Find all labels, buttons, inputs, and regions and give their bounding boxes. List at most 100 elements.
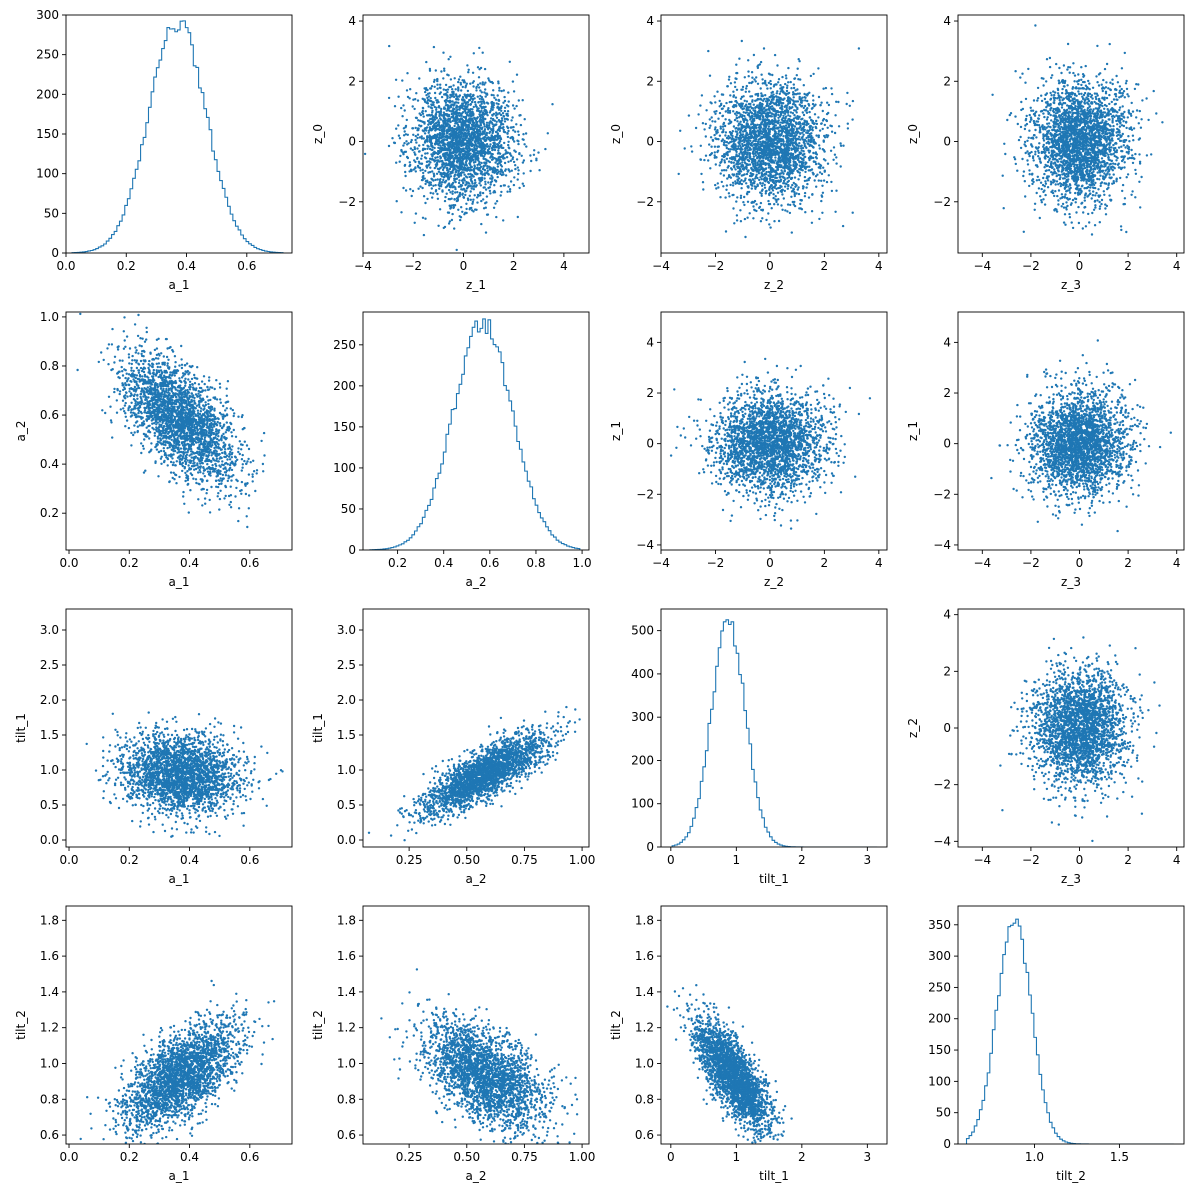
scatter-point	[434, 96, 437, 100]
scatter-point	[751, 157, 754, 161]
scatter-point	[457, 126, 461, 130]
scatter-point	[454, 178, 457, 181]
scatter-point	[494, 170, 497, 173]
scatter-point	[733, 118, 737, 122]
scatter-point	[848, 104, 851, 108]
scatter-point	[447, 182, 451, 185]
scatter-point	[495, 120, 498, 124]
scatter-point	[713, 156, 716, 159]
scatter-point	[446, 164, 449, 167]
scatter-point	[805, 123, 808, 127]
scatter-point	[432, 45, 436, 49]
scatter-point	[750, 133, 753, 137]
scatter-point	[800, 160, 803, 164]
scatter-point	[796, 158, 800, 162]
scatter-point	[714, 101, 717, 104]
scatter-point	[398, 160, 401, 163]
scatter-point	[437, 110, 440, 114]
scatter-point	[498, 89, 501, 92]
scatter-point	[401, 79, 404, 82]
scatter-point	[487, 77, 490, 80]
scatter-point	[722, 174, 726, 177]
scatter-point	[443, 69, 446, 73]
scatter-point	[777, 78, 781, 81]
scatter-point	[512, 160, 516, 164]
scatter-point	[765, 84, 768, 87]
scatter-point	[820, 122, 823, 125]
scatter-point	[752, 146, 755, 149]
scatter-point	[809, 157, 813, 160]
scatter-point	[418, 144, 421, 147]
scatter-point	[408, 170, 411, 173]
scatter-point	[775, 187, 778, 190]
scatter-point	[708, 143, 711, 146]
scatter-point	[433, 146, 436, 150]
scatter-point	[458, 168, 461, 171]
scatter-point	[488, 160, 491, 164]
scatter-point	[508, 152, 512, 155]
scatter-point	[452, 135, 455, 138]
scatter-point	[486, 149, 490, 152]
scatter-point	[501, 155, 504, 159]
scatter-point	[449, 152, 452, 155]
scatter-point	[491, 113, 494, 117]
scatter-point	[520, 154, 523, 157]
scatter-point	[467, 184, 470, 188]
scatter-point	[784, 104, 787, 107]
scatter-point	[818, 144, 821, 147]
scatter-point	[749, 117, 752, 120]
scatter-point	[489, 192, 492, 195]
scatter-point	[792, 99, 795, 102]
scatter-point	[486, 165, 489, 168]
scatter-point	[752, 173, 755, 176]
scatter-point	[774, 112, 778, 115]
scatter-point	[714, 112, 717, 116]
scatter-point	[501, 127, 504, 130]
scatter-point	[777, 186, 780, 190]
scatter-point	[456, 165, 460, 169]
scatter-point	[517, 130, 520, 133]
scatter-point	[469, 110, 472, 113]
scatter-point	[759, 140, 762, 144]
scatter-point	[442, 178, 445, 182]
scatter-point	[810, 210, 814, 213]
scatter-point	[485, 123, 489, 127]
scatter-point	[820, 199, 823, 203]
scatter-point	[446, 119, 449, 122]
scatter-point	[495, 102, 498, 105]
scatter-point	[492, 94, 495, 97]
scatter-point	[743, 140, 746, 144]
scatter-point	[425, 129, 428, 132]
scatter-point	[441, 139, 444, 142]
scatter-point	[450, 147, 454, 150]
scatter-point	[487, 124, 491, 127]
scatter-point	[826, 126, 829, 129]
scatter-point	[735, 130, 738, 133]
scatter-point	[497, 162, 500, 165]
scatter-point	[447, 74, 450, 77]
scatter-point	[751, 152, 755, 155]
scatter-point	[472, 185, 476, 188]
scatter-point	[745, 84, 748, 88]
scatter-point	[710, 145, 713, 148]
scatter-point	[472, 136, 476, 139]
scatter-point	[771, 101, 774, 104]
scatter-point	[468, 144, 471, 147]
scatter-point	[436, 178, 439, 181]
scatter-point	[509, 180, 513, 183]
scatter-point	[472, 80, 475, 83]
scatter-point	[479, 105, 483, 108]
scatter-point	[430, 113, 433, 117]
scatter-point	[517, 142, 520, 146]
scatter-point	[460, 112, 464, 115]
scatter-point	[514, 150, 517, 153]
scatter-point	[745, 103, 748, 106]
scatter-point	[779, 110, 782, 114]
scatter-point	[424, 182, 427, 186]
scatter-point	[721, 130, 725, 134]
scatter-point	[420, 154, 424, 157]
scatter-point	[802, 84, 805, 87]
scatter-point	[448, 129, 451, 132]
scatter-point	[456, 160, 459, 164]
scatter-point	[477, 168, 480, 171]
